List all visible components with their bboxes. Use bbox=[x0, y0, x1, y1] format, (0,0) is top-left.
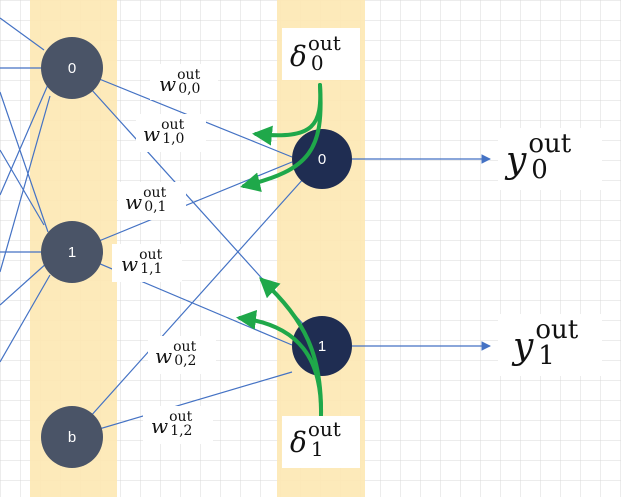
edge-w02 bbox=[71, 157, 323, 438]
delta-label-0: δout 0 bbox=[282, 28, 360, 80]
backprop-arrows bbox=[236, 83, 324, 417]
weight-label-w02: wout 0,2 bbox=[148, 336, 216, 374]
weight-label-w10: wout 1,0 bbox=[136, 114, 206, 152]
output-label-y1: yout 1 bbox=[498, 314, 602, 376]
weight-label-w11: wout 1,1 bbox=[112, 244, 182, 282]
weight-label-w12: wout 1,2 bbox=[143, 406, 213, 444]
bias-node: b bbox=[41, 406, 103, 468]
hidden-node-0: 0 bbox=[41, 37, 103, 99]
hidden-node-1: 1 bbox=[41, 221, 103, 283]
output-node-1: 1 bbox=[292, 316, 352, 376]
edge-w12 bbox=[71, 371, 293, 438]
svg-text:0: 0 bbox=[68, 60, 76, 77]
weight-label-w00: wout 0,0 bbox=[150, 64, 218, 100]
svg-text:1: 1 bbox=[318, 338, 326, 355]
backprop-arrow-1-b bbox=[236, 309, 324, 417]
output-node-0: 0 bbox=[292, 129, 352, 189]
output-label-y0: yout 0 bbox=[498, 128, 602, 190]
backprop-arrow-0-b bbox=[240, 83, 323, 192]
svg-text:1: 1 bbox=[68, 244, 76, 261]
weight-label-w01: wout 0,1 bbox=[118, 182, 186, 220]
input-edges bbox=[0, 17, 51, 363]
svg-text:b: b bbox=[68, 429, 76, 446]
delta-label-1: δout 1 bbox=[282, 416, 360, 468]
svg-text:0: 0 bbox=[318, 151, 326, 168]
